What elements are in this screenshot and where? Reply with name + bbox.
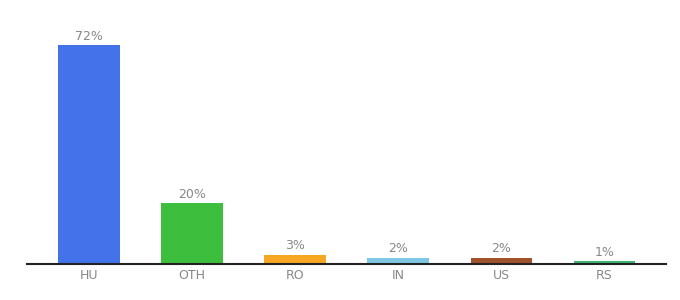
Bar [471,258,532,264]
Text: 1%: 1% [594,245,615,259]
Bar [161,203,223,264]
Text: 72%: 72% [75,30,103,43]
Text: 2%: 2% [492,242,511,256]
Bar [265,255,326,264]
Bar [574,261,636,264]
Text: 2%: 2% [388,242,408,256]
Bar [367,258,429,264]
Bar [58,45,120,264]
Text: 20%: 20% [178,188,206,201]
Text: 3%: 3% [286,239,305,253]
